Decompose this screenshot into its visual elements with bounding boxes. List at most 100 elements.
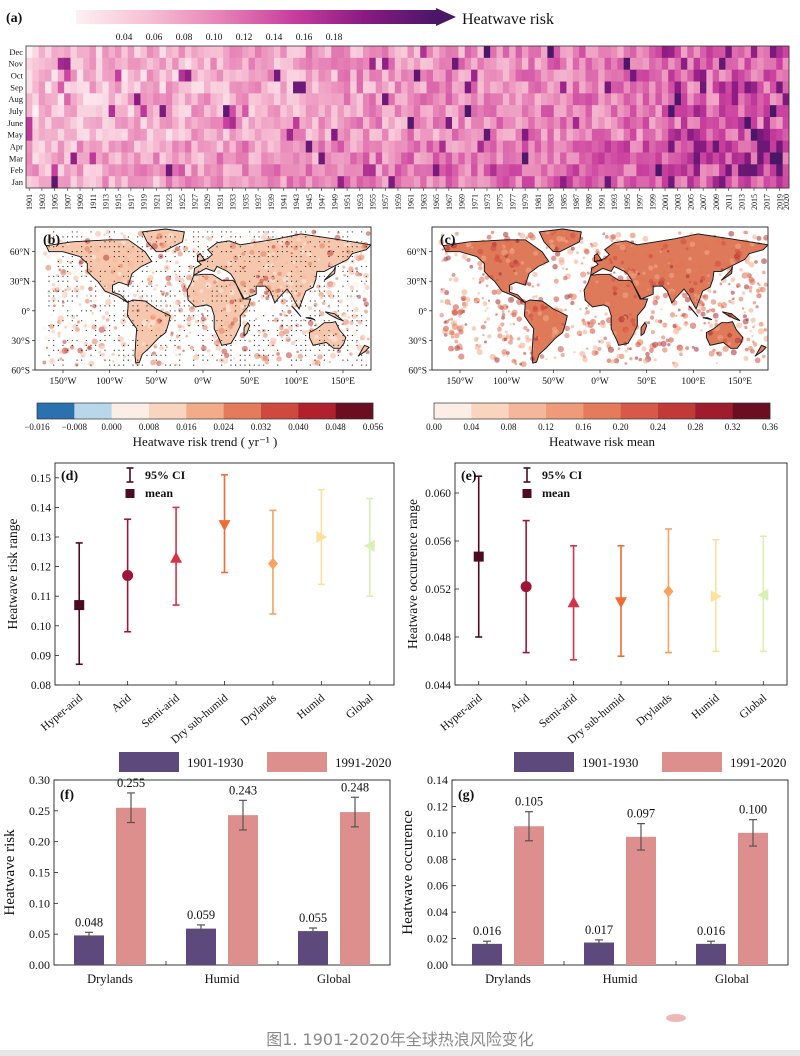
heatmap-cell bbox=[318, 176, 326, 189]
panel-c-texture bbox=[579, 290, 582, 293]
panel-c-texture bbox=[462, 301, 469, 308]
heatmap-cell bbox=[458, 46, 466, 59]
panel-b-significance-dot bbox=[323, 280, 325, 282]
panel-g-legend-label-2: 1991-2020 bbox=[730, 755, 786, 770]
panel-b-significance-dot bbox=[342, 334, 344, 337]
panel-b-significance-dot bbox=[267, 344, 269, 346]
heatmap-cell bbox=[655, 128, 663, 142]
heatmap-cell bbox=[668, 164, 675, 177]
heatmap-cell bbox=[223, 140, 230, 153]
panel-b-texture bbox=[303, 242, 307, 246]
heatmap-cell bbox=[719, 164, 726, 177]
panel-b-texture bbox=[183, 246, 189, 252]
heatmap-cell bbox=[331, 46, 338, 59]
panel-c-texture bbox=[495, 288, 502, 295]
heatmap-cell bbox=[515, 105, 523, 118]
heatmap-cell bbox=[165, 46, 173, 59]
panel-c-coastline bbox=[705, 321, 744, 349]
panel-b-texture bbox=[42, 326, 47, 331]
panel-c-texture bbox=[484, 309, 487, 312]
panel-b-significance-dot bbox=[202, 344, 204, 346]
heatmap-cell bbox=[38, 69, 46, 82]
heatmap-cell bbox=[591, 57, 599, 71]
panel-c-texture bbox=[517, 337, 521, 341]
heatmap-cell bbox=[744, 176, 752, 189]
panel-c-texture bbox=[628, 347, 632, 351]
panel-b-significance-dot bbox=[155, 270, 157, 272]
heatmap-cell bbox=[45, 164, 52, 177]
heatmap-cell bbox=[337, 164, 345, 177]
panel-b-significance-dot bbox=[333, 349, 335, 351]
panel-b-significance-dot bbox=[127, 344, 129, 346]
panel-c-texture bbox=[502, 303, 509, 311]
panel-b-significance-dot bbox=[188, 265, 190, 268]
heatmap-cell bbox=[604, 105, 612, 118]
heatmap-cell bbox=[388, 176, 396, 189]
heatmap-cell bbox=[464, 140, 472, 153]
panel-c-land bbox=[438, 228, 768, 368]
heatmap-cell bbox=[572, 164, 580, 177]
panel-c-texture bbox=[527, 282, 532, 287]
panel-b-texture bbox=[363, 282, 366, 285]
heatmap-cell bbox=[127, 128, 135, 142]
panel-b-significance-dot bbox=[356, 344, 358, 346]
panel-b-significance-dot bbox=[118, 265, 120, 268]
panel-d-xtick-label: Drylands bbox=[239, 692, 279, 729]
panel-c-texture bbox=[454, 332, 460, 339]
panel-b-significance-dot bbox=[53, 236, 55, 238]
panel-c-texture bbox=[552, 312, 559, 319]
heatmap-cell bbox=[261, 152, 269, 165]
panel-b-significance-dot bbox=[258, 241, 260, 243]
heatmap-cell bbox=[153, 117, 160, 130]
heatmap-cell bbox=[299, 152, 307, 165]
heatmap-cell bbox=[134, 69, 141, 82]
heatmap-cell bbox=[477, 46, 485, 59]
heatmap-cell bbox=[763, 140, 771, 153]
panel-b-texture bbox=[273, 317, 279, 323]
panel-c-texture bbox=[659, 277, 666, 283]
heatmap-cell bbox=[699, 69, 707, 82]
heatmap-cell bbox=[496, 140, 504, 153]
panel-b-significance-dot bbox=[323, 334, 325, 337]
panel-c-texture bbox=[749, 329, 752, 333]
heatmap-cell bbox=[553, 105, 561, 118]
panel-b-texture bbox=[95, 230, 102, 237]
panel-b-significance-dot bbox=[323, 300, 325, 302]
heatmap-cell bbox=[51, 57, 59, 71]
panel-c-texture bbox=[473, 297, 480, 304]
panel-b-significance-dot bbox=[244, 364, 246, 366]
heatmap-cell bbox=[324, 164, 332, 177]
panel-b-significance-dot bbox=[300, 329, 302, 332]
panel-b-texture bbox=[255, 318, 258, 321]
panel-b-texture bbox=[218, 288, 224, 294]
heatmap-cell bbox=[64, 93, 71, 106]
panel-a-year-label: 1925 bbox=[178, 194, 187, 210]
panel-b-significance-dot bbox=[165, 241, 167, 243]
panel-g-data-label: 0.016 bbox=[473, 924, 501, 938]
panel-b-significance-dot bbox=[132, 305, 134, 307]
panel-b-significance-dot bbox=[235, 364, 237, 366]
panel-b-texture bbox=[314, 359, 321, 366]
panel-b-significance-dot bbox=[53, 295, 55, 297]
heatmap-cell bbox=[382, 140, 389, 153]
heatmap-cell bbox=[687, 128, 695, 142]
heatmap-cell bbox=[585, 81, 593, 94]
panel-c-texture bbox=[560, 352, 565, 358]
panel-b-texture bbox=[66, 242, 70, 246]
heatmap-cell bbox=[76, 81, 84, 94]
heatmap-cell bbox=[127, 176, 135, 189]
panel-b-significance-dot bbox=[356, 320, 358, 322]
panel-b-significance-dot bbox=[216, 265, 218, 268]
panel-c-texture bbox=[570, 300, 575, 306]
panel-a-year-label: 1977 bbox=[508, 194, 517, 210]
panel-c-texture bbox=[712, 348, 716, 352]
heatmap-cell bbox=[458, 176, 466, 189]
panel-b-significance-dot bbox=[95, 349, 97, 351]
panel-b-significance-dot bbox=[263, 265, 265, 268]
heatmap-cell bbox=[64, 81, 71, 94]
panel-b-significance-dot bbox=[295, 246, 297, 248]
heatmap-cell bbox=[210, 140, 218, 153]
panel-b-significance-dot bbox=[281, 290, 283, 292]
heatmap-cell bbox=[331, 117, 338, 130]
heatmap-cell bbox=[719, 81, 726, 94]
